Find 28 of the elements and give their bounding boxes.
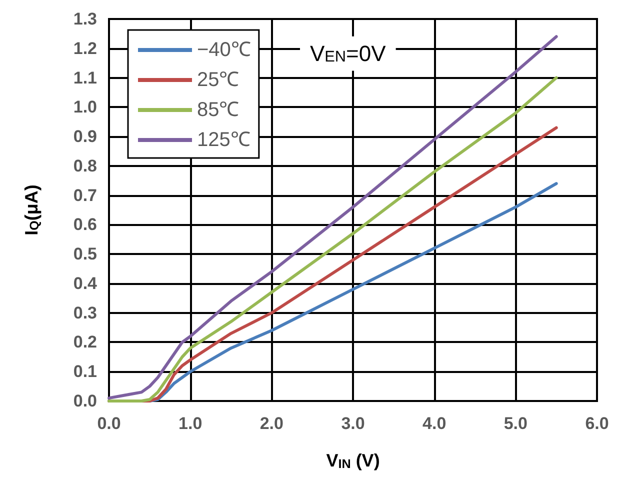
x-tick-label: 0.0 xyxy=(97,414,121,433)
y-tick-label: 0.1 xyxy=(73,362,97,382)
y-tick-label: 0.5 xyxy=(73,244,97,264)
y-axis-title: IQ(μA) xyxy=(21,184,42,236)
x-tick-label: 2.0 xyxy=(260,414,284,433)
y-tick-label: 0.9 xyxy=(73,127,97,146)
y-tick-label: 0.6 xyxy=(73,215,97,234)
y-tick-label: 0.3 xyxy=(73,303,97,322)
legend-label: 85℃ xyxy=(197,99,240,121)
x-axis-title: VIN (V) xyxy=(326,450,380,471)
y-tick-label: 1.1 xyxy=(73,68,97,88)
legend-label: 125℃ xyxy=(197,129,250,151)
y-tick-label: 1.3 xyxy=(73,10,97,28)
y-tick-label: 0.0 xyxy=(73,392,97,410)
y-tick-label: 0.2 xyxy=(73,332,97,352)
annotation: VEN=0V xyxy=(310,40,386,66)
y-tick-label: 0.7 xyxy=(73,186,97,205)
y-tick-label: 1.2 xyxy=(73,38,97,58)
legend-label: 25℃ xyxy=(197,69,240,91)
x-tick-label: 4.0 xyxy=(422,414,446,433)
x-tick-label: 5.0 xyxy=(504,414,528,433)
y-tick-label: 0.4 xyxy=(73,274,98,293)
legend-label: −40℃ xyxy=(197,39,251,61)
y-tick-label: 0.8 xyxy=(73,156,97,176)
x-tick-label: 3.0 xyxy=(341,414,365,433)
y-tick-label: 1.0 xyxy=(73,98,97,117)
x-tick-label: 6.0 xyxy=(585,414,609,433)
x-tick-label: 1.0 xyxy=(178,414,202,433)
